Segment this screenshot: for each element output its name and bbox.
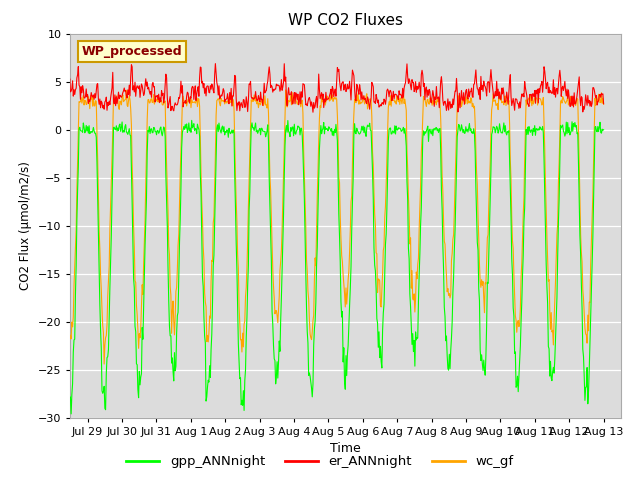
Title: WP CO2 Fluxes: WP CO2 Fluxes [288,13,403,28]
Legend: gpp_ANNnight, er_ANNnight, wc_gf: gpp_ANNnight, er_ANNnight, wc_gf [121,450,519,473]
X-axis label: Time: Time [330,442,361,455]
Y-axis label: CO2 Flux (μmol/m2/s): CO2 Flux (μmol/m2/s) [19,161,32,290]
Text: WP_processed: WP_processed [81,45,182,58]
